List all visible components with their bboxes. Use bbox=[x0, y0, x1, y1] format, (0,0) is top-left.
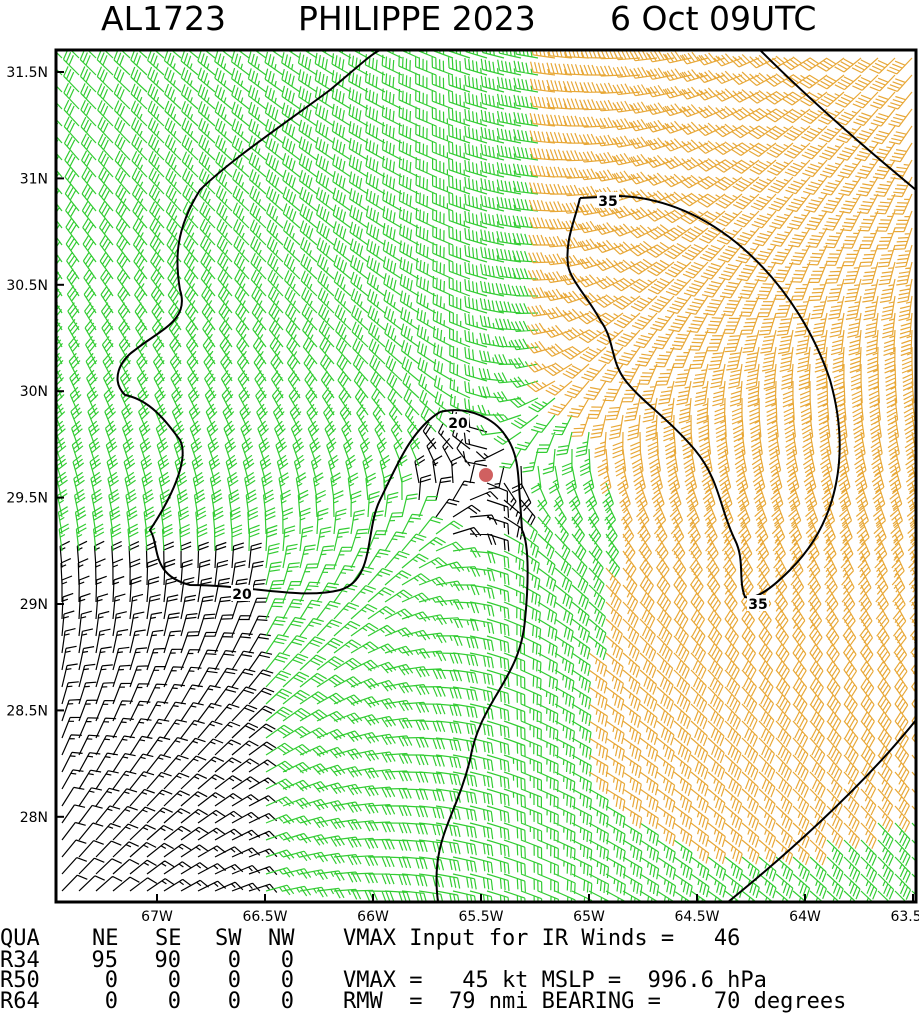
note: RMW = 79 nmi BEARING = 70 degrees bbox=[343, 989, 846, 1014]
table-cell: R50 bbox=[0, 968, 40, 993]
lon-tick-label: 65W bbox=[573, 909, 605, 925]
lat-tick-label: 31N bbox=[20, 171, 48, 187]
contour-20 bbox=[435, 409, 529, 902]
table-cell: 0 bbox=[105, 968, 118, 993]
lon-tick-label: 66.5W bbox=[242, 909, 287, 925]
lat-tick-label: 31.5N bbox=[6, 65, 48, 81]
lat-tick-label: 29N bbox=[20, 597, 48, 613]
contour-label-bg bbox=[747, 595, 769, 611]
lon-tick-label: 64.5W bbox=[674, 909, 719, 925]
lat-tick-label: 28N bbox=[20, 810, 48, 826]
lon-tick-label: 66W bbox=[357, 909, 389, 925]
table-cell: 95 bbox=[92, 948, 119, 973]
table-cell: 90 bbox=[155, 948, 182, 973]
table-cell: 0 bbox=[168, 989, 181, 1014]
table-cell: R34 bbox=[0, 948, 40, 973]
title: PHILIPPE 2023 bbox=[298, 0, 536, 38]
contour-outer bbox=[727, 719, 916, 902]
lat-tick-label: 30N bbox=[20, 384, 48, 400]
contour-label: 20 bbox=[448, 416, 468, 432]
barb-set bbox=[526, 50, 916, 866]
wind-barbs bbox=[56, 50, 916, 902]
table-cell: 0 bbox=[228, 948, 241, 973]
table-cell: 0 bbox=[281, 968, 294, 993]
lat-tick-label: 28.5N bbox=[6, 703, 48, 719]
lon-tick-label: 67W bbox=[141, 909, 173, 925]
table-cell: NE bbox=[92, 926, 119, 951]
table-cell: 0 bbox=[281, 948, 294, 973]
contour-label: 20 bbox=[232, 587, 252, 603]
contour-label-bg bbox=[447, 414, 469, 430]
table-cell: R64 bbox=[0, 989, 40, 1014]
table-cell: NW bbox=[268, 926, 295, 951]
note: VMAX Input for IR Winds = 46 bbox=[343, 926, 740, 951]
lon-tick-label: 65.5W bbox=[458, 909, 503, 925]
storm-center bbox=[479, 468, 493, 482]
table-cell: 0 bbox=[281, 989, 294, 1014]
contours bbox=[116, 50, 916, 902]
contour-20 bbox=[116, 50, 441, 595]
plot-frame bbox=[54, 48, 918, 904]
table-cell: QUA bbox=[0, 926, 40, 951]
contour-label-bg bbox=[597, 192, 619, 208]
note: VMAX = 45 kt MSLP = 996.6 hPa bbox=[343, 968, 767, 993]
lon-tick-label: 63.5W bbox=[890, 909, 919, 925]
table-cell: SE bbox=[155, 926, 182, 951]
table-cell: 0 bbox=[105, 989, 118, 1014]
barb-set bbox=[56, 50, 916, 902]
lat-tick-label: 29.5N bbox=[6, 491, 48, 507]
lat-tick-label: 30.5N bbox=[6, 278, 48, 294]
title: 6 Oct 09UTC bbox=[610, 0, 816, 38]
contour-outer bbox=[759, 50, 916, 191]
contour-label: 35 bbox=[748, 597, 767, 613]
title: AL1723 bbox=[101, 0, 226, 38]
contour-label-bg bbox=[231, 585, 253, 601]
table-cell: 0 bbox=[168, 968, 181, 993]
table-cell: SW bbox=[215, 926, 242, 951]
contour-35 bbox=[566, 194, 841, 599]
lon-tick-label: 64W bbox=[789, 909, 821, 925]
table-cell: 0 bbox=[228, 989, 241, 1014]
table-cell: 0 bbox=[228, 968, 241, 993]
contour-label: 35 bbox=[598, 194, 617, 210]
